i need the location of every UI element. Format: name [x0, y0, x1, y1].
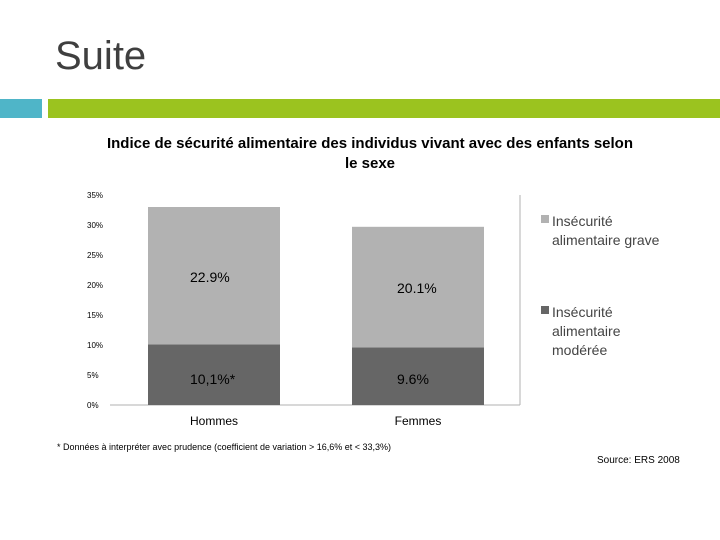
- legend-label: alimentaire: [552, 323, 621, 339]
- source-label: Source: ERS 2008: [597, 455, 680, 466]
- y-tick-label: 15%: [87, 311, 103, 320]
- y-tick-label: 30%: [87, 221, 103, 230]
- bar-segment: [148, 344, 280, 405]
- accent-bar-green: [48, 99, 720, 118]
- legend-label: Insécurité: [552, 304, 613, 320]
- bar-segment: [352, 226, 484, 348]
- y-tick-label: 5%: [87, 371, 99, 380]
- bar-segment: [352, 347, 484, 405]
- data-label: 9.6%: [397, 371, 429, 387]
- legend-swatch: [541, 306, 549, 314]
- chart-title: Indice de sécurité alimentaire des indiv…: [106, 135, 634, 172]
- slide-title: Suite: [55, 34, 147, 78]
- legend-swatch: [541, 215, 549, 223]
- legend-label: modérée: [552, 342, 607, 358]
- data-label: 10,1%*: [190, 371, 236, 387]
- data-label: 20.1%: [397, 280, 437, 296]
- footnote: * Données à interpréter avec prudence (c…: [57, 442, 392, 452]
- x-category-label: Hommes: [190, 414, 238, 428]
- y-tick-label: 25%: [87, 251, 103, 260]
- accent-bar-teal: [0, 99, 42, 118]
- y-tick-label: 0%: [87, 401, 99, 410]
- bar-segment: [148, 207, 280, 345]
- x-category-label: Femmes: [395, 414, 442, 428]
- data-label: 22.9%: [190, 269, 230, 285]
- legend-label: alimentaire grave: [552, 232, 660, 248]
- y-tick-label: 10%: [87, 341, 103, 350]
- y-tick-label: 20%: [87, 281, 103, 290]
- y-tick-label: 35%: [87, 191, 103, 200]
- legend-label: Insécurité: [552, 213, 613, 229]
